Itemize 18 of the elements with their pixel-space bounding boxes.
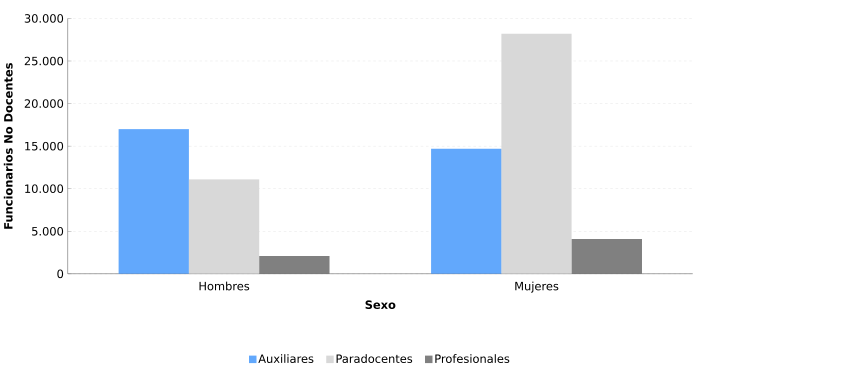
bar <box>572 238 642 274</box>
y-tick-label: 20.000 <box>24 99 64 108</box>
x-axis-title: Sexo <box>366 300 396 310</box>
y-tick-label: 0 <box>57 270 64 278</box>
bar <box>259 256 330 274</box>
y-tick-label: 30.000 <box>24 14 64 23</box>
y-tick-label: 10.000 <box>25 184 64 194</box>
y-tick-label: 15.000 <box>25 142 64 151</box>
legend-label: Paradocentes <box>336 354 412 364</box>
legend-label: Profesionales <box>435 354 510 364</box>
bar <box>431 148 502 274</box>
y-tick-label: 5.000 <box>32 227 64 236</box>
legend-label: Auxiliares <box>258 354 314 364</box>
x-tick-label: Hombres <box>200 282 250 290</box>
y-axis-title: Funcionarios No Docentes <box>4 63 13 229</box>
y-tick-label: 25.000 <box>24 56 64 66</box>
x-tick-label: Mujeres <box>515 282 558 293</box>
bar <box>118 129 189 274</box>
